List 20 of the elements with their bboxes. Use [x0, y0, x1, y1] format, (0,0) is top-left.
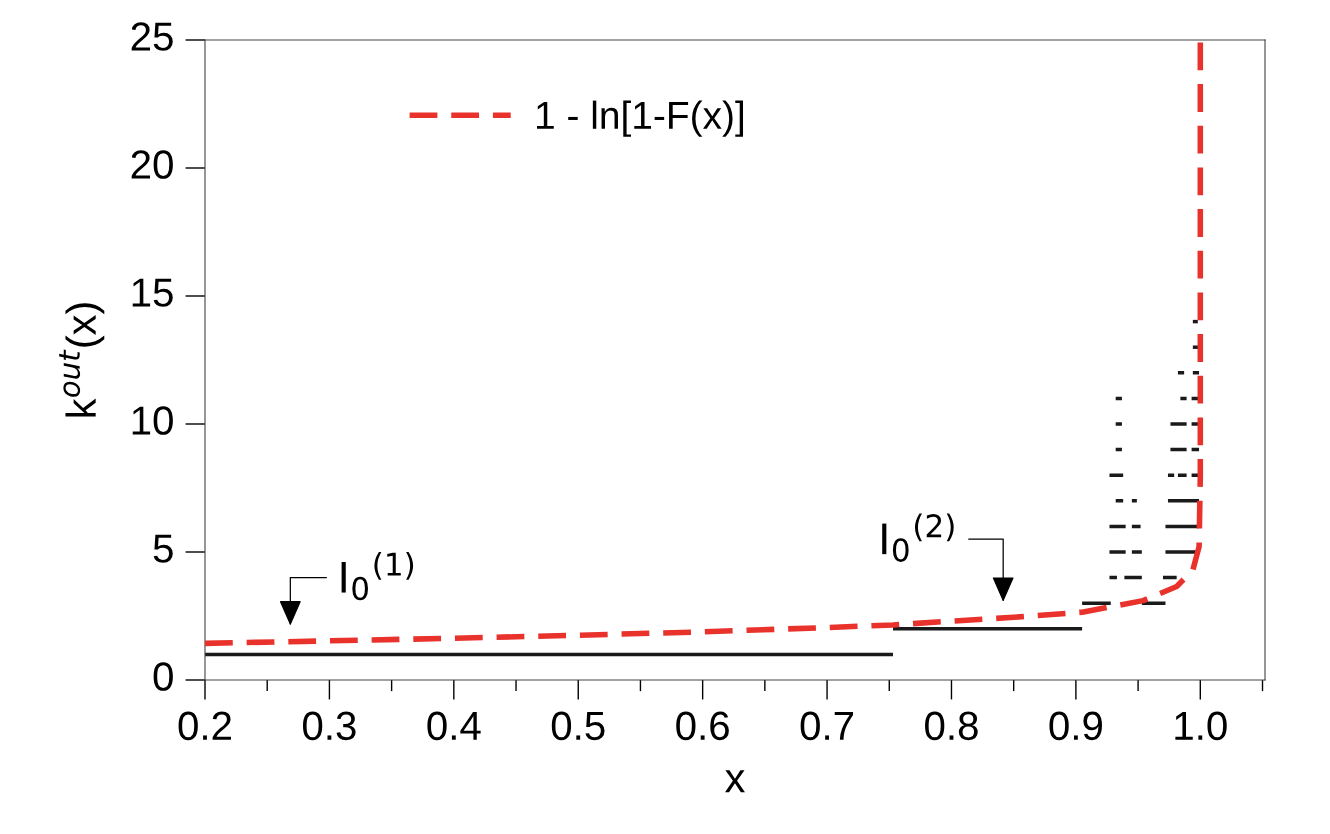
x-tick-label: 0.7 [800, 711, 854, 741]
x-axis-title: x [725, 770, 745, 793]
x-tick-label: 0.8 [925, 711, 978, 741]
y-tick-label: 20 [131, 150, 173, 179]
annotation: I$_{0}$$^{(2)}$ [882, 513, 954, 562]
y-tick-label: 10 [132, 406, 173, 435]
x-tick-label: 0.2 [178, 711, 231, 741]
legend-label: 1 - ln[1-F(x)] [537, 100, 744, 137]
annotation: I$_{0}$$^{(1)}$ [341, 551, 414, 601]
y-tick-label: 5 [153, 534, 173, 563]
y-tick-label: 25 [131, 22, 173, 51]
y-tick-label: 0 [153, 662, 173, 691]
x-tick-label: 0.3 [302, 711, 356, 741]
x-tick-label: 0.4 [427, 711, 481, 741]
x-tick-label: 0.5 [551, 711, 605, 741]
x-tick-label: 1.0 [1175, 711, 1227, 741]
y-tick-label: 15 [132, 278, 173, 307]
y-axis-title: k$^{out}$(x) [59, 303, 105, 417]
x-tick-label: 0.9 [1049, 711, 1102, 741]
x-tick-label: 0.6 [676, 711, 729, 741]
